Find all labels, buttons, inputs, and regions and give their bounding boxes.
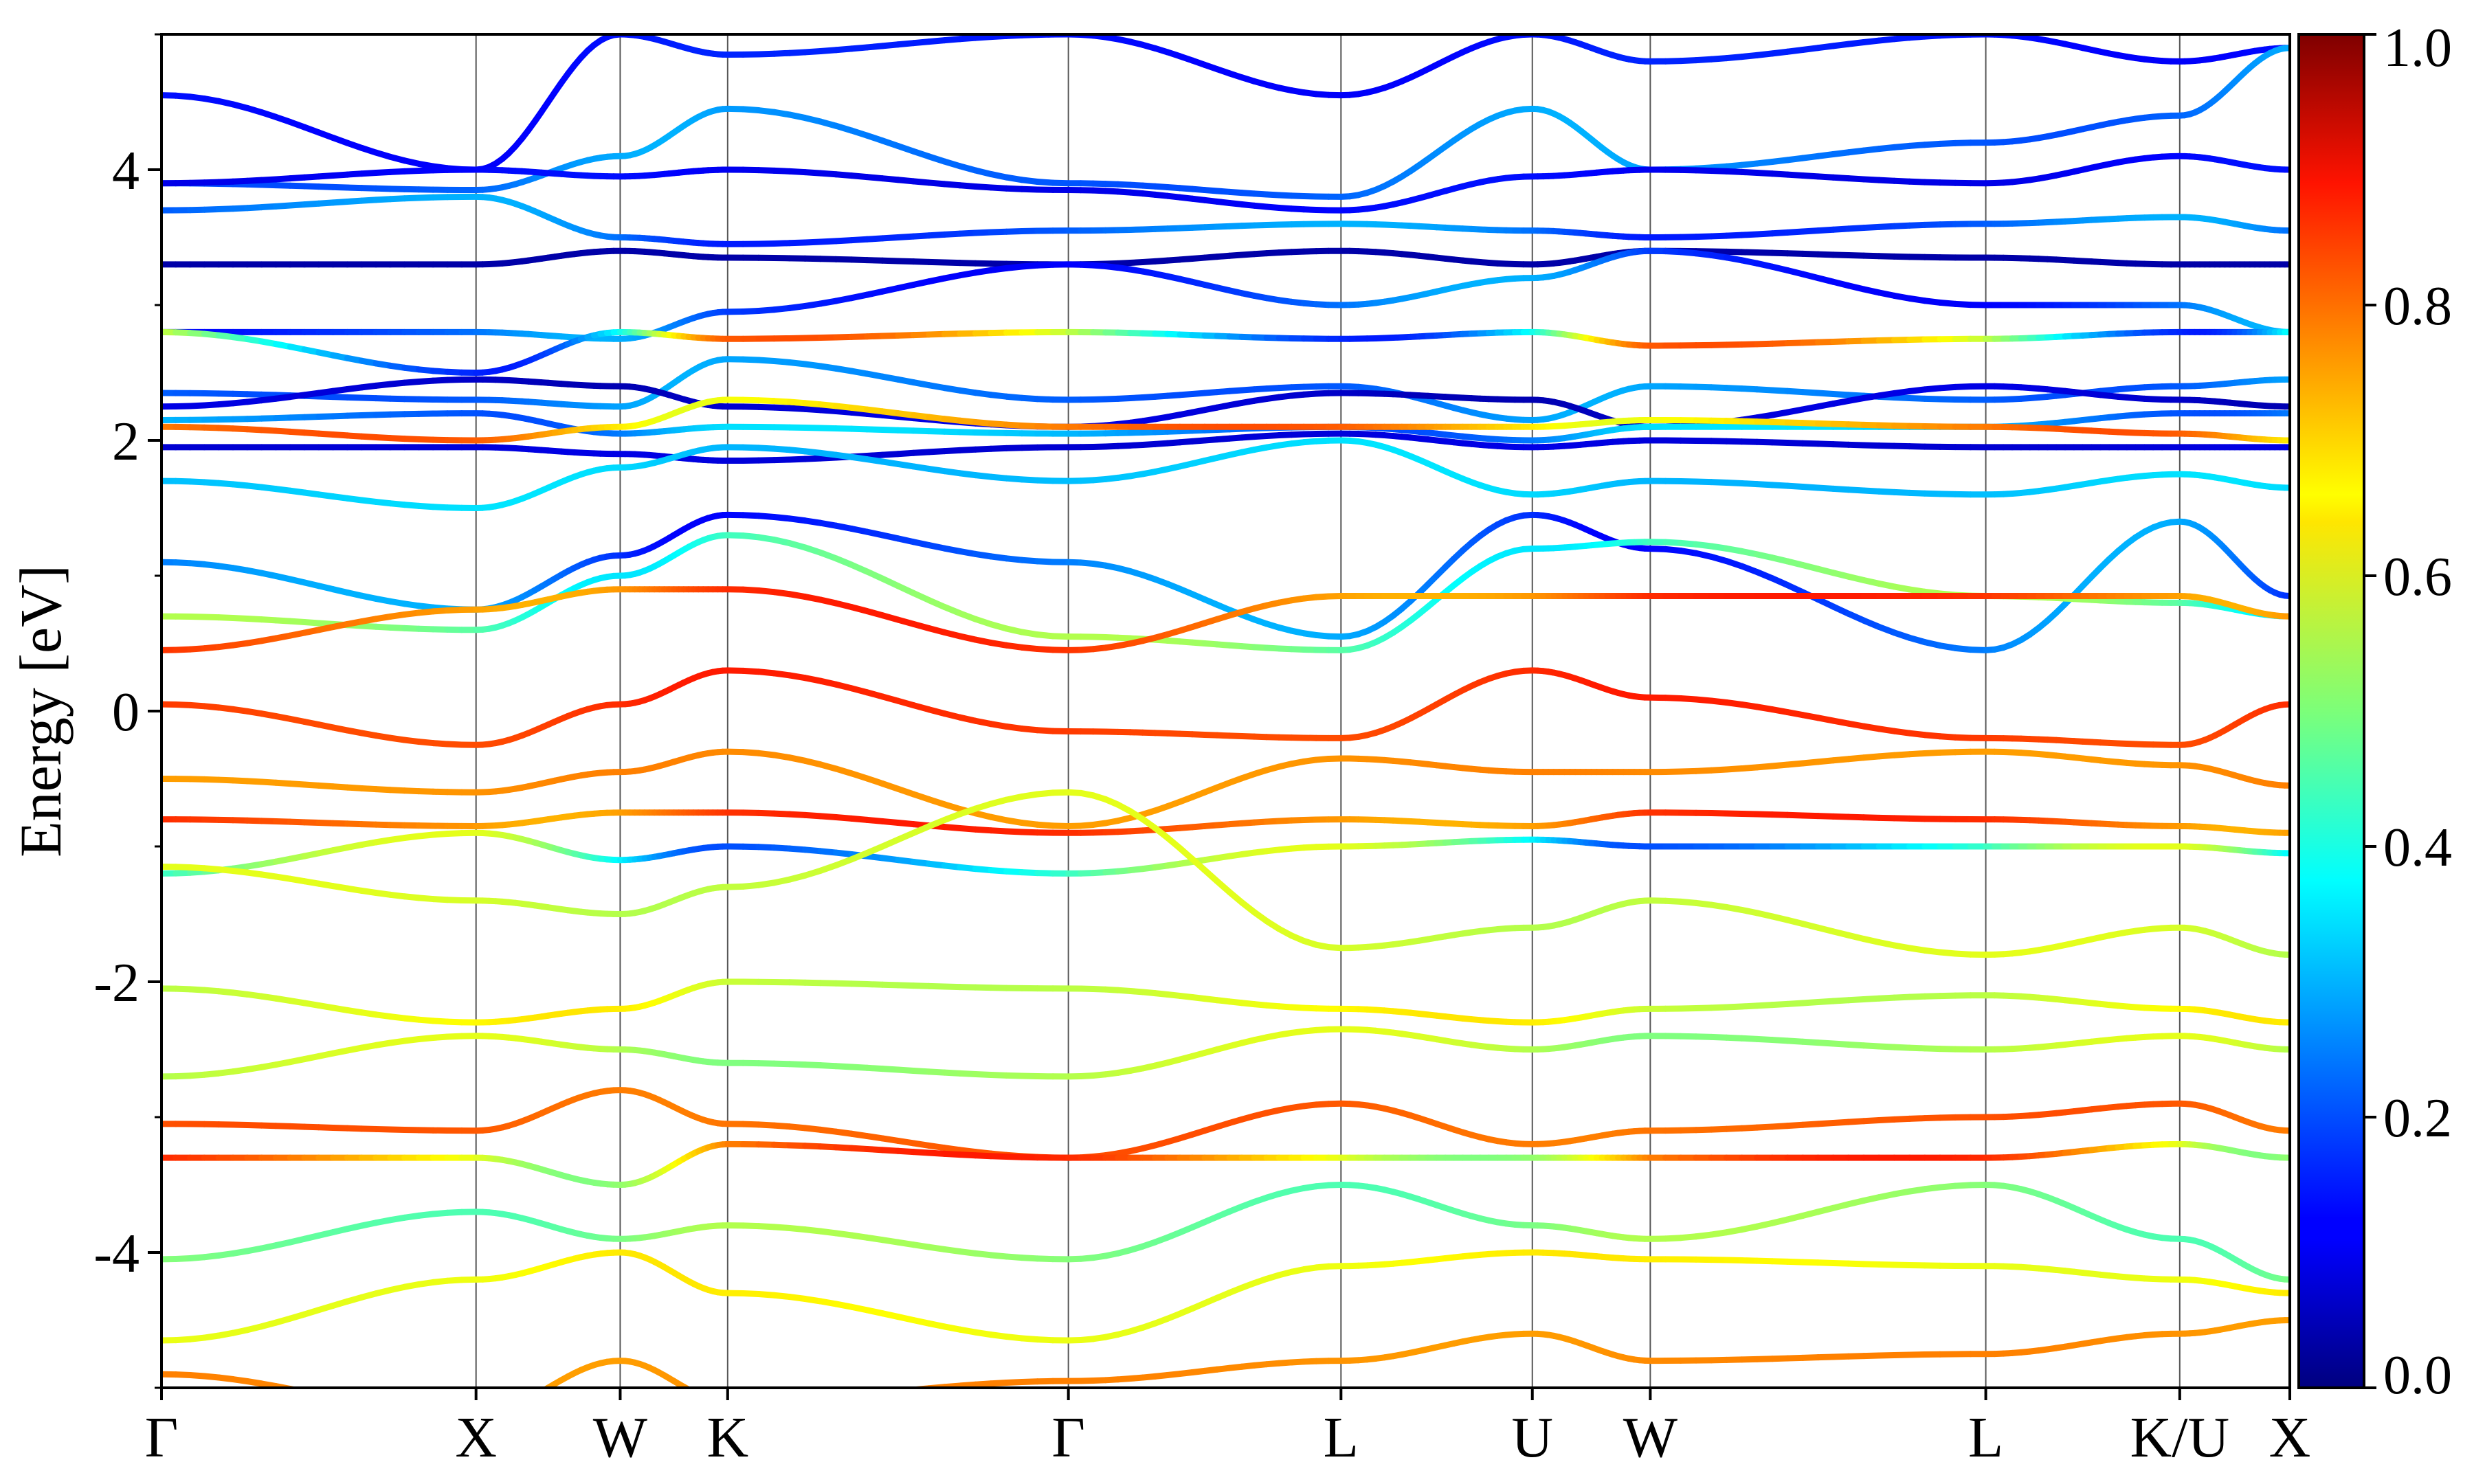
band-2 xyxy=(161,153,2290,214)
band-8 xyxy=(161,376,2290,430)
band-4 xyxy=(161,247,2290,268)
band-11 xyxy=(161,430,2290,464)
band-18 xyxy=(161,809,2290,836)
band-10 xyxy=(161,396,2290,444)
band-3 xyxy=(161,193,2290,247)
band-22 xyxy=(161,1026,2290,1080)
band-14 xyxy=(161,532,2290,653)
band-15 xyxy=(161,586,2290,653)
band-21 xyxy=(161,978,2290,1026)
band-12 xyxy=(161,437,2290,511)
band-13 xyxy=(161,511,2290,653)
band-16 xyxy=(161,667,2290,748)
band-6 xyxy=(161,328,2290,376)
band-0 xyxy=(161,34,2290,173)
bands xyxy=(161,34,2290,1388)
band-19 xyxy=(161,829,2290,877)
band-17 xyxy=(161,748,2290,829)
